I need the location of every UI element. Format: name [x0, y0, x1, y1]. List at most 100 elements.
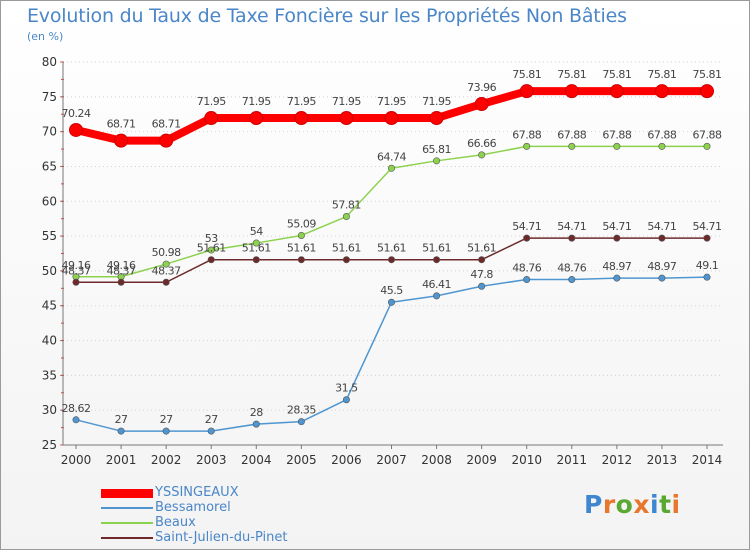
data-point-bessamorel: [658, 274, 666, 282]
chart-title: Evolution du Taux de Taxe Foncière sur l…: [27, 5, 627, 27]
x-tick-label: 2006: [331, 453, 362, 467]
data-point-yssingeaux: [519, 84, 534, 99]
data-label-bessamorel: 45.5: [380, 284, 403, 297]
x-tick-label: 2012: [602, 453, 633, 467]
data-point-saint-julien-du-pinet: [162, 278, 170, 286]
x-tick-label: 2002: [151, 453, 182, 467]
unit-label: (en %): [27, 30, 64, 43]
data-point-yssingeaux: [474, 97, 489, 112]
x-tick-label: 2013: [647, 453, 678, 467]
data-label-saint-julien-du-pinet: 48.37: [62, 264, 91, 277]
x-tick-label: 2010: [511, 453, 542, 467]
data-point-beaux: [658, 142, 666, 150]
data-point-beaux: [703, 142, 711, 150]
data-label-bessamorel: 48.76: [557, 262, 586, 275]
x-tick-label: 2014: [692, 453, 723, 467]
data-point-saint-julien-du-pinet: [703, 234, 711, 242]
data-label-bessamorel: 27: [205, 413, 218, 426]
data-point-yssingeaux: [294, 111, 309, 126]
y-tick-label: 75: [42, 90, 57, 104]
x-tick-label: 2008: [421, 453, 452, 467]
legend-swatch-yssingeaux: [101, 488, 153, 498]
data-point-beaux: [162, 260, 170, 268]
data-label-yssingeaux: 75.81: [693, 68, 722, 81]
data-label-beaux: 67.88: [602, 128, 631, 141]
data-point-saint-julien-du-pinet: [207, 256, 215, 264]
y-tick-label: 50: [42, 264, 57, 278]
data-label-yssingeaux: 75.81: [512, 68, 541, 81]
y-tick-label: 30: [42, 403, 57, 417]
data-point-bessamorel: [342, 396, 350, 404]
data-point-bessamorel: [162, 427, 170, 435]
data-label-beaux: 67.88: [693, 128, 722, 141]
data-label-saint-julien-du-pinet: 54.71: [602, 220, 631, 233]
legend-swatch-saint-julien-du-pinet: [101, 537, 153, 539]
data-label-yssingeaux: 71.95: [197, 95, 226, 108]
data-label-yssingeaux: 71.95: [242, 95, 271, 108]
logo-letter: t: [659, 490, 672, 519]
data-label-saint-julien-du-pinet: 54.71: [557, 220, 586, 233]
data-label-bessamorel: 27: [115, 413, 128, 426]
data-point-saint-julien-du-pinet: [478, 256, 486, 264]
series-saint-julien-du-pinet: 48.37 48.37 48.37 51.61 51.61 51.61 51.61 51.61…: [62, 220, 722, 286]
data-point-yssingeaux: [429, 111, 444, 126]
data-label-beaux: 49.16: [107, 259, 136, 272]
data-point-beaux: [387, 164, 395, 172]
data-point-yssingeaux: [564, 84, 579, 99]
data-point-yssingeaux: [159, 133, 174, 148]
data-point-saint-julien-du-pinet: [72, 278, 80, 286]
data-point-saint-julien-du-pinet: [252, 256, 260, 264]
data-label-yssingeaux: 71.95: [287, 95, 316, 108]
data-point-yssingeaux: [384, 111, 399, 126]
data-point-bessamorel: [297, 418, 305, 426]
data-label-yssingeaux: 73.96: [467, 81, 496, 94]
data-point-yssingeaux: [204, 111, 219, 126]
data-point-beaux: [207, 246, 215, 254]
data-label-saint-julien-du-pinet: 51.61: [422, 242, 451, 255]
data-point-yssingeaux: [654, 84, 669, 99]
data-point-bessamorel: [478, 282, 486, 290]
legend-swatch-beaux: [101, 522, 153, 524]
y-tick-label: 60: [42, 194, 57, 208]
y-tick-label: 65: [42, 159, 57, 173]
data-label-bessamorel: 28.62: [62, 402, 91, 415]
legend-label-bessamorel: Bessamorel: [155, 500, 231, 515]
data-point-yssingeaux: [609, 84, 624, 99]
data-point-beaux: [478, 151, 486, 159]
x-tick-label: 2004: [241, 453, 272, 467]
data-label-bessamorel: 47.8: [470, 268, 493, 281]
logo-letter: r: [602, 490, 616, 519]
series-bessamorel: 28.62 27 27 27 28 28.35 31.5 45.5 46.41 47.8 48.76…: [62, 259, 719, 435]
data-point-bessamorel: [568, 276, 576, 284]
data-label-saint-julien-du-pinet: 51.61: [377, 242, 406, 255]
data-label-yssingeaux: 75.81: [557, 68, 586, 81]
data-label-bessamorel: 48.76: [512, 262, 541, 275]
y-tick-label: 70: [42, 125, 57, 139]
data-point-beaux: [252, 239, 260, 247]
x-tick-label: 2001: [106, 453, 137, 467]
data-point-bessamorel: [613, 274, 621, 282]
data-point-bessamorel: [433, 292, 441, 300]
data-label-bessamorel: 49.1: [696, 259, 719, 272]
data-label-saint-julien-du-pinet: 51.61: [197, 242, 226, 255]
data-label-yssingeaux: 71.95: [377, 95, 406, 108]
data-label-yssingeaux: 75.81: [647, 68, 676, 81]
logo-letter: o: [615, 490, 634, 519]
data-label-bessamorel: 48.97: [647, 260, 676, 273]
data-label-saint-julien-du-pinet: 51.61: [287, 242, 316, 255]
x-tick-label: 2003: [196, 453, 227, 467]
data-point-saint-julien-du-pinet: [342, 256, 350, 264]
data-label-yssingeaux: 75.81: [602, 68, 631, 81]
data-point-yssingeaux: [339, 111, 354, 126]
data-point-yssingeaux: [700, 84, 714, 99]
data-label-bessamorel: 27: [160, 413, 173, 426]
data-point-beaux: [613, 142, 621, 150]
data-point-beaux: [568, 142, 576, 150]
data-point-bessamorel: [207, 427, 215, 435]
legend-label-saint-julien-du-pinet: Saint-Julien-du-Pinet: [155, 530, 288, 545]
data-label-saint-julien-du-pinet: 51.61: [332, 242, 361, 255]
y-tick-label: 45: [42, 299, 57, 313]
logo-letter: i: [671, 490, 681, 519]
data-point-yssingeaux: [69, 122, 83, 137]
